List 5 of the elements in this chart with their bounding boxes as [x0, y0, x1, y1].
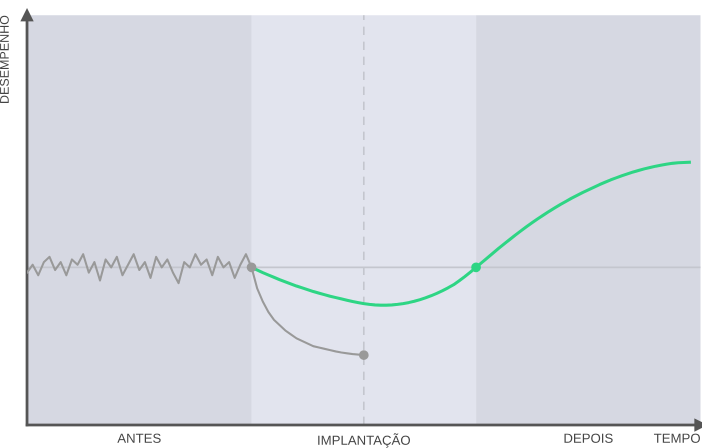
text: DEPOIS	[564, 434, 613, 443]
y-axis-title: DESEMPENHO	[0, 16, 9, 103]
x-axis-title: TEMPO	[654, 434, 700, 443]
text: ANTES	[117, 434, 161, 443]
text: IMPLANTAÇÃO	[318, 433, 410, 448]
